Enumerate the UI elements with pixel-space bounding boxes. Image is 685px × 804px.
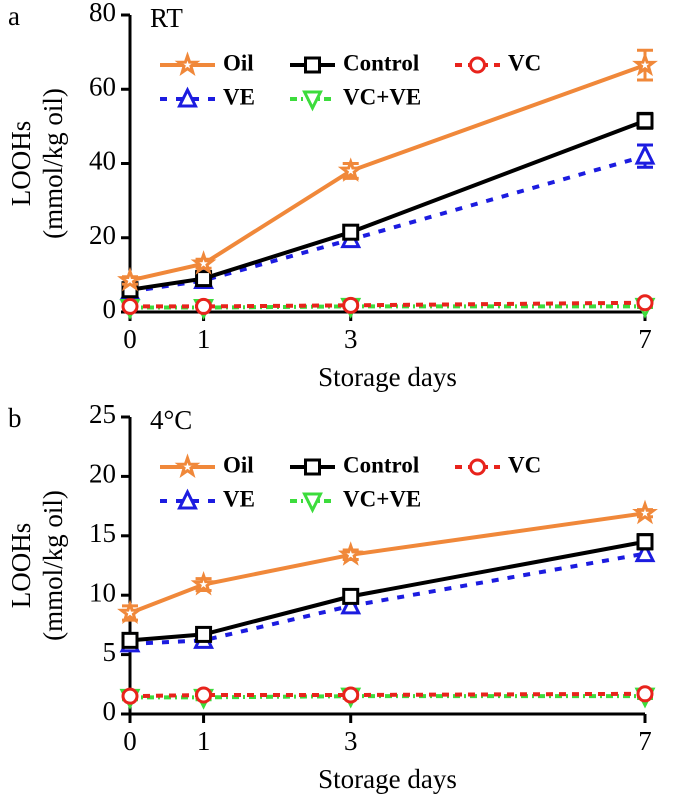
marker xyxy=(121,297,139,315)
marker xyxy=(634,541,656,563)
y-tick-label: 60 xyxy=(89,71,116,101)
marker xyxy=(636,112,654,130)
marker xyxy=(195,686,213,704)
y-axis-label: (mmol/kg oil) xyxy=(38,490,68,641)
marker xyxy=(342,296,360,314)
legend-label: Oil xyxy=(223,50,254,75)
series-line xyxy=(129,63,646,283)
legend-label: VC xyxy=(508,50,541,75)
y-axis-label: LOOHs xyxy=(6,121,36,207)
panel-label: a xyxy=(8,1,20,31)
legend-marker xyxy=(177,86,198,108)
y-tick-label: 5 xyxy=(103,637,117,667)
marker xyxy=(636,533,654,551)
x-tick-label: 7 xyxy=(638,324,652,354)
y-tick-label: 0 xyxy=(103,294,117,324)
x-tick-label: 3 xyxy=(344,324,358,354)
marker xyxy=(190,250,217,275)
marker xyxy=(195,270,213,288)
y-tick-label: 20 xyxy=(89,459,116,489)
y-axis-label: (mmol/kg oil) xyxy=(38,88,68,239)
panel-title: RT xyxy=(150,3,183,33)
y-axis-label: LOOHs xyxy=(6,523,36,609)
legend-marker xyxy=(469,458,486,476)
legend-marker xyxy=(302,492,323,514)
marker xyxy=(636,685,654,703)
series-line xyxy=(129,511,646,615)
marker xyxy=(342,223,360,241)
marker xyxy=(121,687,139,705)
legend-label: VC+VE xyxy=(343,84,421,109)
x-tick-label: 1 xyxy=(197,726,211,756)
y-tick-label: 20 xyxy=(89,220,116,250)
legend-label: VE xyxy=(223,84,255,109)
marker xyxy=(117,266,143,292)
y-tick-label: 10 xyxy=(89,577,116,607)
marker xyxy=(195,625,213,643)
panel-title: 4°C xyxy=(150,405,192,435)
x-tick-label: 7 xyxy=(638,726,652,756)
series-line xyxy=(129,539,646,643)
marker xyxy=(340,593,362,615)
y-tick-label: 15 xyxy=(89,518,116,548)
legend-label: VC xyxy=(508,452,541,477)
x-tick-label: 0 xyxy=(123,324,137,354)
marker xyxy=(190,570,217,596)
legend-marker xyxy=(304,56,321,74)
marker xyxy=(121,631,139,649)
legend-label: VE xyxy=(223,486,255,511)
marker xyxy=(337,541,364,566)
series-line xyxy=(129,551,646,646)
x-tick-label: 0 xyxy=(123,726,137,756)
marker xyxy=(342,686,360,704)
series-line xyxy=(129,691,646,699)
marker xyxy=(342,587,360,605)
x-tick-label: 3 xyxy=(344,726,358,756)
y-tick-label: 40 xyxy=(89,146,116,176)
marker xyxy=(634,143,656,165)
y-tick-label: 0 xyxy=(103,696,117,726)
legend-marker xyxy=(174,51,201,76)
legend-marker xyxy=(304,458,321,476)
x-tick-label: 1 xyxy=(197,324,211,354)
legend-marker xyxy=(469,56,486,74)
marker xyxy=(636,294,654,312)
marker xyxy=(632,51,658,77)
marker xyxy=(337,157,364,182)
legend-marker xyxy=(302,90,323,112)
x-axis-label: Storage days xyxy=(318,362,457,392)
legend-marker xyxy=(177,488,198,510)
marker xyxy=(117,599,143,624)
legend-label: Oil xyxy=(223,452,254,477)
panel-label: b xyxy=(8,403,22,433)
y-tick-label: 80 xyxy=(89,0,116,27)
marker xyxy=(632,499,658,525)
series-line xyxy=(130,300,646,309)
legend-marker xyxy=(174,453,201,478)
legend-label: Control xyxy=(343,50,419,75)
y-tick-label: 25 xyxy=(89,399,116,429)
legend-label: Control xyxy=(343,452,419,477)
series-line xyxy=(129,118,646,292)
x-axis-label: Storage days xyxy=(318,764,457,794)
legend-label: VC+VE xyxy=(343,486,421,511)
marker xyxy=(195,297,213,315)
